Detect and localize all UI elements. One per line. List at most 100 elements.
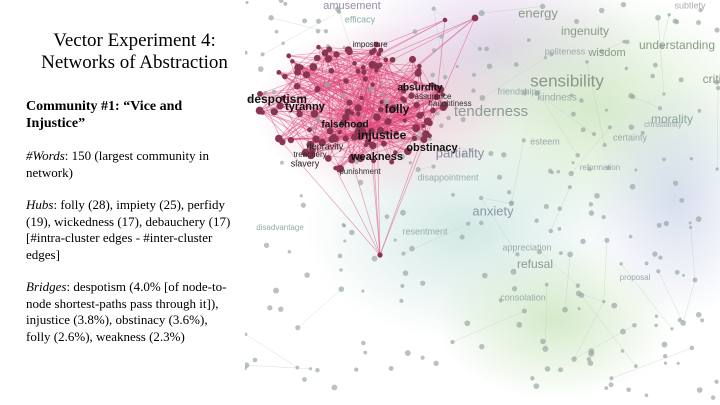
edge (274, 49, 330, 112)
node (324, 154, 332, 162)
node (544, 366, 551, 372)
node (544, 282, 549, 287)
node (547, 168, 553, 174)
node (400, 84, 406, 89)
node-label: friendship (497, 86, 536, 96)
node (679, 197, 685, 203)
node (304, 272, 310, 278)
node (509, 200, 514, 205)
node (455, 64, 459, 68)
node (420, 280, 426, 286)
node (604, 108, 609, 112)
node (399, 153, 405, 160)
node (606, 165, 611, 171)
node (602, 142, 607, 148)
node (416, 67, 422, 73)
node (270, 108, 278, 116)
edge (433, 8, 446, 78)
node (309, 63, 318, 71)
edge (274, 111, 329, 159)
edge (351, 89, 441, 161)
edge (404, 100, 423, 115)
edge (296, 49, 381, 87)
words-label: #Words (26, 148, 65, 163)
edge (415, 82, 425, 140)
node (286, 53, 292, 59)
edge (537, 92, 578, 156)
node (695, 311, 702, 318)
node (374, 68, 379, 73)
node (700, 318, 705, 323)
node-label: esteem (530, 136, 560, 146)
edge (632, 96, 661, 109)
node (442, 74, 448, 80)
edge (601, 41, 625, 52)
node (602, 299, 606, 304)
node (716, 85, 720, 91)
edge (682, 279, 696, 324)
node (274, 29, 279, 34)
node (308, 367, 313, 371)
node (377, 62, 383, 68)
node (540, 338, 546, 345)
node (369, 141, 377, 150)
title-line: Vector Experiment 4: (53, 30, 216, 51)
node-label: anxiety (472, 203, 514, 218)
node (310, 109, 319, 118)
edge (351, 73, 419, 158)
node (355, 68, 361, 74)
node (379, 99, 384, 105)
node (287, 249, 292, 254)
node (650, 73, 655, 79)
node (363, 143, 368, 148)
node (575, 283, 581, 288)
node (542, 345, 549, 352)
node-label: tenderness (454, 103, 528, 120)
node (695, 216, 702, 222)
node (620, 1, 627, 8)
edge (374, 50, 404, 100)
edge (335, 104, 417, 140)
node (607, 125, 612, 130)
node (357, 134, 364, 141)
node (479, 343, 485, 350)
node (601, 215, 606, 220)
node (472, 72, 476, 77)
node (659, 43, 665, 49)
node (268, 15, 274, 21)
node (670, 327, 674, 331)
node (295, 325, 301, 331)
node-label: resentment (402, 226, 448, 236)
node (315, 28, 321, 34)
node (628, 124, 635, 130)
edge (429, 17, 476, 124)
node (567, 251, 574, 258)
node (248, 97, 252, 102)
node (644, 393, 649, 398)
node (260, 52, 265, 57)
node (498, 298, 503, 303)
node (459, 234, 465, 240)
node (569, 93, 574, 98)
node (361, 289, 365, 293)
node (361, 340, 366, 346)
node (662, 92, 666, 96)
node (672, 18, 678, 24)
node (579, 98, 584, 103)
node (306, 140, 315, 149)
node (562, 306, 568, 313)
node-label: obstinacy (406, 142, 458, 154)
node (587, 166, 592, 172)
node-label: punishment (339, 167, 381, 176)
edge (379, 94, 444, 256)
node (478, 10, 485, 17)
node (644, 261, 649, 266)
node (412, 124, 421, 133)
edge (351, 159, 381, 256)
node (373, 41, 380, 48)
node (431, 6, 436, 11)
node (655, 14, 661, 21)
node (714, 379, 719, 384)
nodes (245, 0, 720, 400)
edge (278, 64, 373, 139)
